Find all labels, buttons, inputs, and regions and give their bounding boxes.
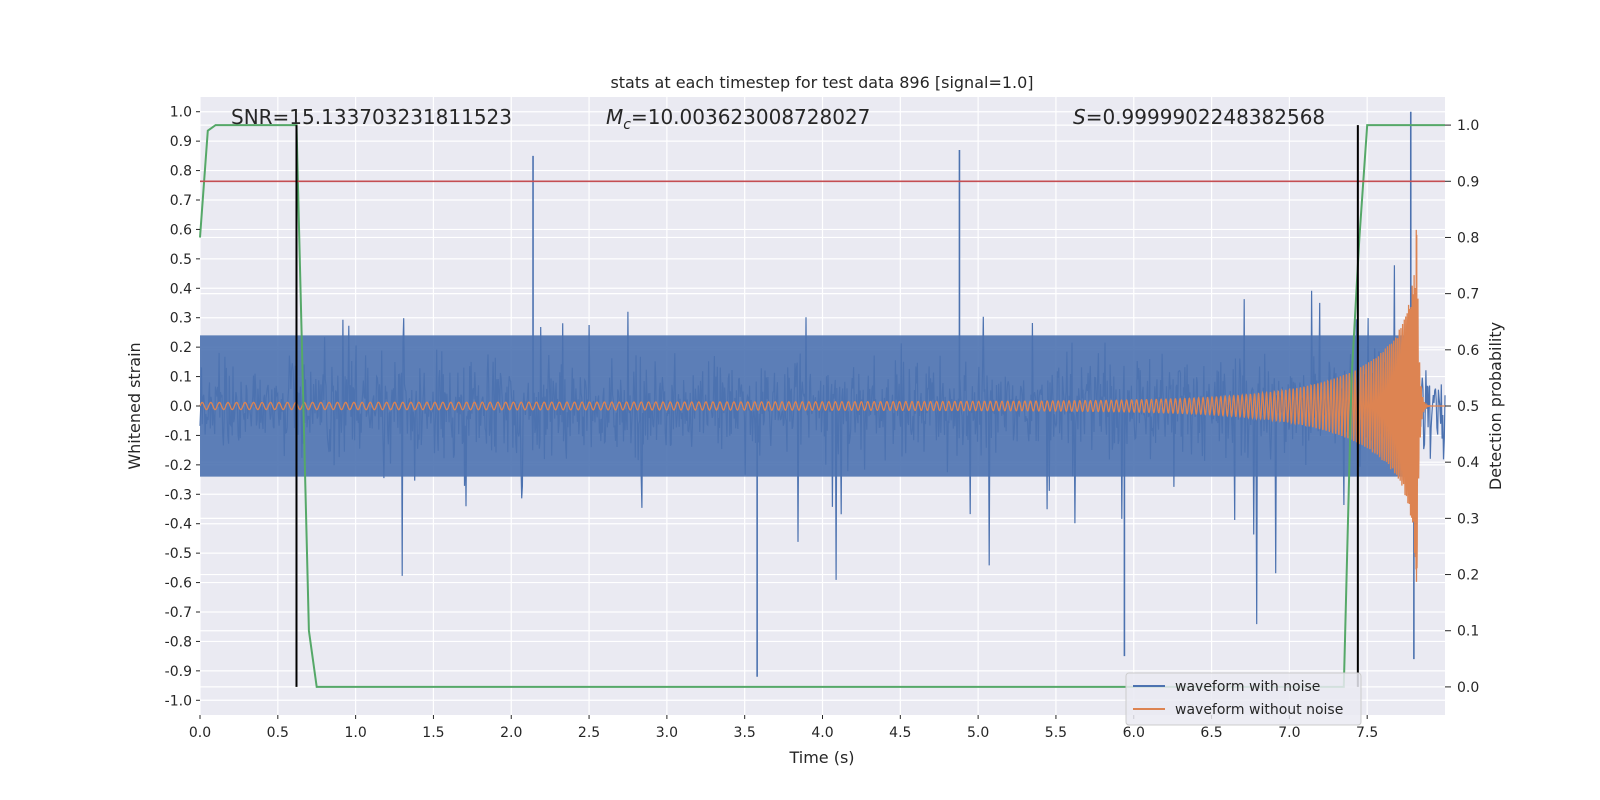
y-tick-label: 0.4 (170, 281, 192, 297)
y-tick-label: -0.9 (165, 664, 192, 680)
series-detection-probability (199, 124, 1445, 688)
y-tick-label: 0.3 (170, 311, 192, 327)
x-tick-label: 0.5 (267, 725, 289, 741)
chirp-mass-symbol: M (606, 105, 623, 129)
y-right-tick-label: 0.0 (1457, 680, 1479, 696)
legend-box (1125, 672, 1362, 726)
x-tick-label: 0.0 (189, 725, 211, 741)
probability-trace (199, 124, 1445, 688)
reference-lines (200, 125, 1445, 687)
x-tick-label: 1.0 (344, 725, 366, 741)
y-tick-label: -0.4 (165, 517, 192, 533)
y-tick-label: 0.2 (170, 340, 192, 356)
y-tick-label: 0.8 (170, 164, 192, 180)
y-right-tick-label: 0.8 (1457, 230, 1479, 246)
y-right-tick-label: 0.6 (1457, 343, 1479, 359)
y-tick-label: -0.6 (165, 576, 192, 592)
y-right-tick-label: 0.1 (1457, 624, 1479, 640)
x-axis-ticks: 0.0 0.5 1.0 1.5 2.0 2.5 3.0 3.5 4.0 4.5 5.0 5.5 6.0 6… (189, 715, 1378, 741)
y-right-axis-label: Detection probability (1486, 322, 1505, 490)
clean-chirp-trace (199, 229, 1445, 582)
legend: waveform with noise waveform without noi… (1125, 672, 1362, 726)
y-right-tick-label: 0.9 (1457, 174, 1479, 190)
x-axis-label: Time (s) (788, 748, 854, 767)
snr-annotation: SNR=15.133703231811523 (231, 105, 512, 129)
y-right-tick-label: 0.2 (1457, 568, 1479, 584)
legend-label-noise: waveform with noise (1175, 679, 1320, 695)
x-tick-label: 6.0 (1123, 725, 1145, 741)
legend-label-clean: waveform without noise (1175, 702, 1343, 718)
y-right-tick-label: 1.0 (1457, 118, 1479, 134)
y-tick-label: 0.5 (170, 252, 192, 268)
x-tick-label: 1.5 (422, 725, 444, 741)
chirp-mass-subscript: c (623, 117, 631, 133)
y-tick-label: 0.7 (170, 193, 192, 209)
y-tick-label: 0.0 (170, 399, 192, 415)
y-tick-label: -0.3 (165, 487, 192, 503)
y-tick-label: -0.2 (165, 458, 192, 474)
chirp-mass-annotation: Mc=10.003623008728027 (606, 105, 870, 133)
chart-title: stats at each timestep for test data 896… (610, 73, 1033, 92)
x-tick-label: 4.5 (889, 725, 911, 741)
chirp-mass-value: =10.003623008728027 (631, 105, 870, 129)
x-tick-label: 2.0 (500, 725, 522, 741)
x-tick-label: 7.5 (1356, 725, 1378, 741)
y-tick-label: 0.1 (170, 370, 192, 386)
y-axis-label: Whitened strain (125, 342, 144, 469)
y-tick-label: -0.5 (165, 546, 192, 562)
y-axis-ticks: 1.0 0.9 0.8 0.7 0.6 0.5 0.4 0.3 0.2 0.1 0.0 -0.1 -0.… (165, 105, 200, 709)
y-right-axis-ticks: 1.0 0.9 0.8 0.7 0.6 0.5 0.4 0.3 0.2 0.1 0.0 (1445, 118, 1479, 696)
y-right-tick-label: 0.7 (1457, 287, 1479, 303)
y-tick-label: -1.0 (165, 693, 192, 709)
score-annotation: S=0.9999902248382568 (1073, 105, 1325, 129)
y-tick-label: -0.8 (165, 634, 192, 650)
y-tick-label: -0.1 (165, 428, 192, 444)
y-right-tick-label: 0.4 (1457, 455, 1479, 471)
x-tick-label: 5.0 (967, 725, 989, 741)
x-tick-label: 6.5 (1200, 725, 1222, 741)
series-waveform-without-noise (199, 229, 1445, 582)
x-tick-label: 3.5 (734, 725, 756, 741)
y-right-tick-label: 0.5 (1457, 399, 1479, 415)
y-tick-label: 0.9 (170, 134, 192, 150)
score-value: =0.9999902248382568 (1086, 105, 1325, 129)
x-tick-label: 5.5 (1045, 725, 1067, 741)
y-tick-label: 0.6 (170, 222, 192, 238)
y-tick-label: 1.0 (170, 105, 192, 121)
x-tick-label: 7.0 (1278, 725, 1300, 741)
x-tick-label: 2.5 (578, 725, 600, 741)
y-right-tick-label: 0.3 (1457, 511, 1479, 527)
x-tick-label: 4.0 (811, 725, 833, 741)
y-tick-label: -0.7 (165, 605, 192, 621)
x-tick-label: 3.0 (656, 725, 678, 741)
score-symbol: S (1073, 105, 1086, 129)
